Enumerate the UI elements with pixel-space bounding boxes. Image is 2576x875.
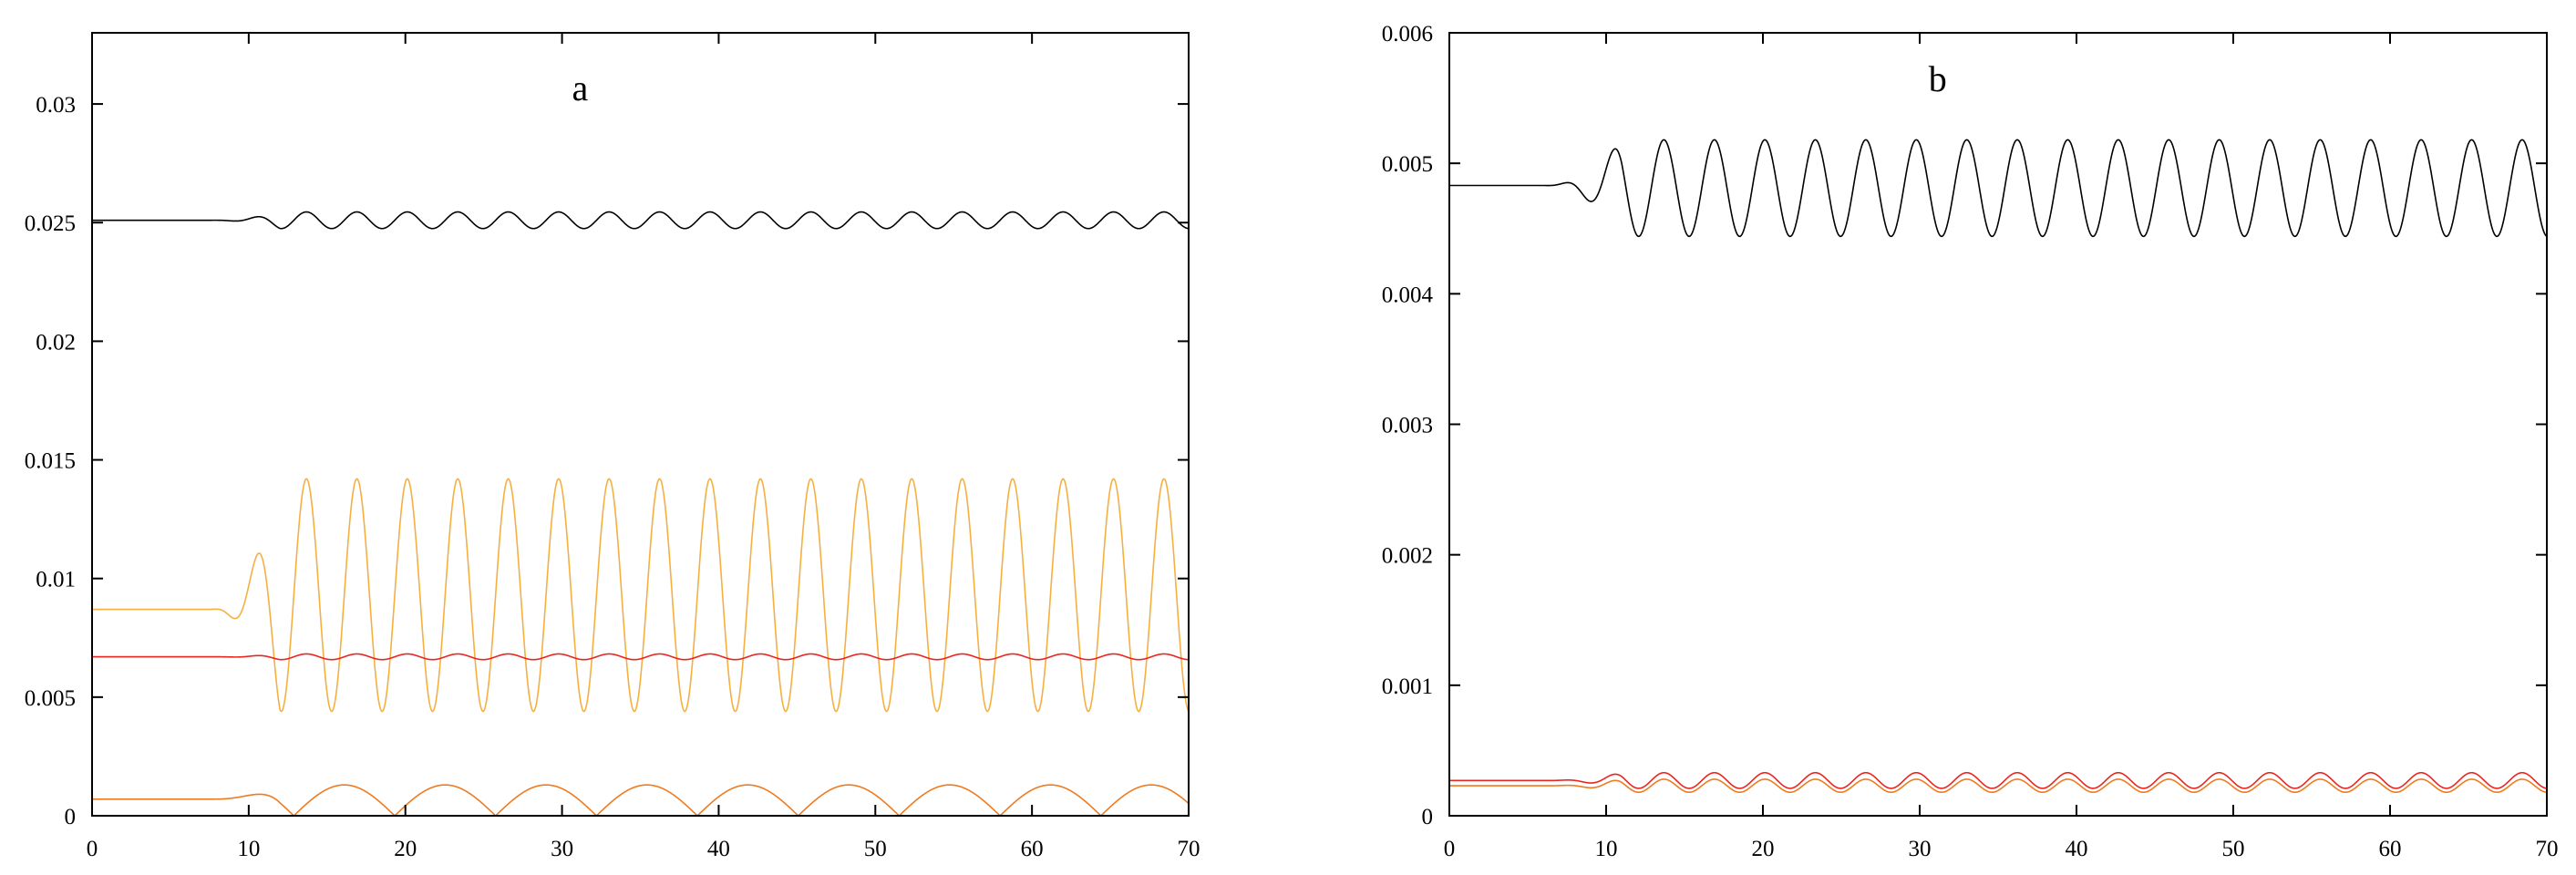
chart-title: b	[1929, 58, 1947, 99]
plot-frame	[91, 32, 1190, 817]
x-tick-label: 60	[1021, 837, 1044, 861]
y-tick-label: 0.005	[1382, 152, 1433, 177]
x-tick-label: 0	[87, 837, 98, 861]
x-tick-label: 20	[1752, 837, 1775, 861]
x-tick-label: 30	[551, 837, 573, 861]
series-line-2	[1449, 771, 2548, 789]
y-tick-label: 0.02	[36, 330, 76, 355]
x-tick-label: 50	[2222, 837, 2245, 861]
x-tick-label: 40	[2066, 837, 2088, 861]
y-tick-label: 0.006	[1382, 22, 1433, 46]
x-tick-label: 60	[2379, 837, 2402, 861]
y-tick-label: 0	[65, 805, 77, 829]
x-tick-label: 70	[1178, 837, 1200, 861]
x-tick-label: 30	[1909, 837, 1932, 861]
series-line-4	[92, 784, 1190, 818]
x-tick-label: 0	[1444, 837, 1456, 861]
x-tick-label: 10	[237, 837, 260, 861]
y-tick-label: 0.003	[1382, 414, 1433, 438]
x-tick-label: 10	[1595, 837, 1618, 861]
chart-panel-a: 0 10 20 30 40 50 60 70 0 0.005 0.01 0.015 0.02 0.025 0…	[25, 32, 1200, 861]
series-line-1	[1449, 139, 2548, 238]
y-tick-label: 0	[1422, 805, 1434, 829]
x-tick-label: 50	[864, 837, 887, 861]
series-line-2	[92, 478, 1190, 713]
y-tick-label: 0.03	[36, 93, 76, 118]
series-line-3	[92, 653, 1189, 661]
y-tick-label: 0.001	[1382, 674, 1433, 699]
x-tick-label: 70	[2536, 837, 2559, 861]
x-tick-label: 20	[394, 837, 417, 861]
y-tick-label: 0.015	[25, 449, 76, 474]
y-tick-label: 0.004	[1382, 283, 1434, 307]
y-tick-label: 0.01	[36, 568, 76, 592]
chart-panel-b: 0 10 20 30 40 50 60 70 0 0.001 0.002 0.003 0.004 0.00…	[1382, 22, 2559, 861]
series-line-3	[1449, 778, 2548, 794]
y-tick-label: 0.005	[25, 686, 76, 711]
x-tick-label: 40	[707, 837, 730, 861]
chart-title: a	[572, 67, 588, 108]
y-tick-label: 0.002	[1382, 544, 1433, 569]
y-tick-label: 0.025	[25, 211, 76, 236]
series-line-1	[92, 211, 1190, 230]
